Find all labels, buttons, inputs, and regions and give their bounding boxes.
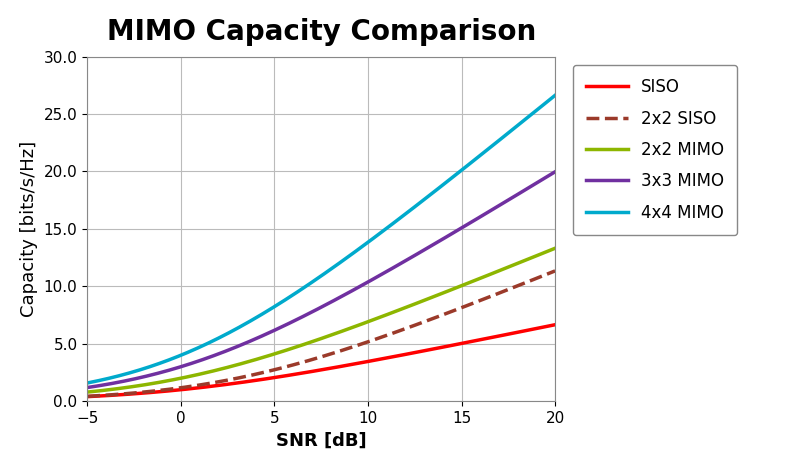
Line: SISO: SISO xyxy=(87,325,555,396)
3x3 MIMO xyxy=(308,309,317,315)
2x2 SISO xyxy=(335,348,345,354)
3x3 MIMO xyxy=(466,219,476,225)
3x3 MIMO xyxy=(539,176,549,181)
SISO xyxy=(361,359,370,365)
2x2 SISO xyxy=(305,357,314,363)
Line: 2x2 MIMO: 2x2 MIMO xyxy=(87,248,555,392)
4x4 MIMO xyxy=(305,281,314,287)
3x3 MIMO xyxy=(82,385,92,390)
2x2 MIMO xyxy=(82,389,92,395)
2x2 SISO xyxy=(361,340,370,346)
SISO xyxy=(466,339,476,345)
4x4 MIMO xyxy=(539,101,549,107)
2x2 MIMO xyxy=(308,339,317,345)
2x2 SISO xyxy=(308,357,317,362)
2x2 SISO xyxy=(539,272,549,278)
Line: 4x4 MIMO: 4x4 MIMO xyxy=(87,95,555,383)
4x4 MIMO xyxy=(82,380,92,386)
2x2 SISO xyxy=(466,301,476,307)
SISO xyxy=(82,394,92,399)
SISO xyxy=(550,322,560,328)
4x4 MIMO xyxy=(335,260,345,265)
2x2 MIMO xyxy=(466,279,476,285)
SISO xyxy=(308,369,317,374)
3x3 MIMO xyxy=(361,280,370,286)
2x2 SISO xyxy=(550,268,560,274)
2x2 MIMO xyxy=(550,245,560,251)
Line: 3x3 MIMO: 3x3 MIMO xyxy=(87,172,555,388)
Y-axis label: Capacity [bits/s/Hz]: Capacity [bits/s/Hz] xyxy=(20,141,38,317)
4x4 MIMO xyxy=(550,93,560,98)
2x2 MIMO xyxy=(335,329,345,335)
3x3 MIMO xyxy=(550,169,560,175)
SISO xyxy=(539,324,549,330)
4x4 MIMO xyxy=(308,279,317,285)
Line: 2x2 SISO: 2x2 SISO xyxy=(87,271,555,396)
4x4 MIMO xyxy=(361,241,370,247)
SISO xyxy=(305,369,314,375)
Title: MIMO Capacity Comparison: MIMO Capacity Comparison xyxy=(106,18,536,46)
3x3 MIMO xyxy=(305,311,314,316)
2x2 MIMO xyxy=(305,340,314,346)
X-axis label: SNR [dB]: SNR [dB] xyxy=(276,431,366,449)
2x2 SISO xyxy=(82,394,92,399)
2x2 MIMO xyxy=(361,320,370,325)
3x3 MIMO xyxy=(335,294,345,300)
Legend: SISO, 2x2 SISO, 2x2 MIMO, 3x3 MIMO, 4x4 MIMO: SISO, 2x2 SISO, 2x2 MIMO, 3x3 MIMO, 4x4 … xyxy=(573,65,737,235)
2x2 MIMO xyxy=(539,250,549,256)
4x4 MIMO xyxy=(466,160,476,166)
SISO xyxy=(335,363,345,369)
